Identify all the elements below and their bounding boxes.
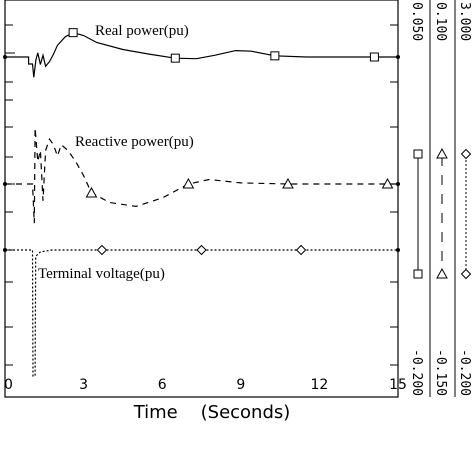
series-3 bbox=[3, 244, 400, 377]
plot-frame bbox=[4, 0, 399, 398]
square-marker bbox=[170, 53, 180, 63]
series-start-dot bbox=[3, 182, 7, 186]
series-line bbox=[5, 249, 398, 377]
square-marker bbox=[68, 28, 78, 38]
scale-legend-square-top bbox=[413, 149, 423, 159]
scale-label: -0.200 bbox=[409, 349, 424, 396]
series-label: Real power(pu) bbox=[95, 23, 189, 39]
square-marker bbox=[369, 52, 379, 62]
scale-label: -0.200 bbox=[457, 349, 472, 396]
triangle-marker bbox=[85, 186, 98, 198]
diamond-marker bbox=[295, 244, 307, 256]
scale-legend-triangle-top bbox=[436, 147, 448, 159]
x-tick-labels: 0 3 6 9 12 15 bbox=[4, 377, 407, 393]
series-1 bbox=[3, 28, 400, 78]
scale-label: 0.050 bbox=[409, 2, 424, 41]
x-tick-label: 3 bbox=[79, 377, 88, 393]
scale-label: 0.100 bbox=[433, 2, 448, 41]
diamond-marker bbox=[196, 244, 207, 256]
x-tick-label: 12 bbox=[310, 377, 328, 393]
triangle-marker bbox=[182, 177, 195, 189]
triangle-marker bbox=[381, 177, 394, 189]
x-tick-label: 0 bbox=[4, 377, 13, 393]
series-start-dot bbox=[3, 55, 7, 59]
series-end-dot bbox=[396, 182, 400, 186]
series-label: Reactive power(pu) bbox=[75, 134, 194, 150]
scale-legend: 0.050 -0.200 0.100 -0.150 3.000 -0.200 bbox=[409, 2, 472, 396]
x-tick-label: 15 bbox=[389, 377, 407, 393]
series-line bbox=[5, 127, 398, 224]
left-axis-ticks bbox=[5, 24, 15, 366]
scale-legend-square-bottom bbox=[413, 269, 423, 279]
scale-label: -0.150 bbox=[433, 349, 448, 396]
series-line bbox=[5, 31, 398, 78]
scale-legend-triangle-bottom bbox=[436, 267, 448, 279]
x-axis-label: Time (Seconds) bbox=[133, 402, 291, 423]
series-2 bbox=[3, 127, 400, 224]
series-end-dot bbox=[396, 248, 400, 252]
series-label: Terminal voltage(pu) bbox=[38, 266, 165, 282]
square-marker bbox=[270, 51, 280, 61]
scale-legend-diamond-bottom bbox=[460, 268, 472, 280]
series-layer bbox=[3, 28, 400, 377]
diamond-marker bbox=[96, 244, 108, 256]
series-start-dot bbox=[3, 248, 7, 252]
triangle-marker bbox=[282, 177, 294, 189]
x-tick-label: 6 bbox=[158, 377, 167, 393]
right-axis-ticks bbox=[390, 24, 398, 366]
series-label-layer: Real power(pu) Reactive power(pu) Terminal… bbox=[38, 23, 194, 282]
scale-label: 3.000 bbox=[457, 2, 472, 41]
scale-legend-diamond-top bbox=[460, 148, 472, 160]
x-tick-label: 9 bbox=[236, 377, 245, 393]
series-end-dot bbox=[396, 55, 400, 59]
